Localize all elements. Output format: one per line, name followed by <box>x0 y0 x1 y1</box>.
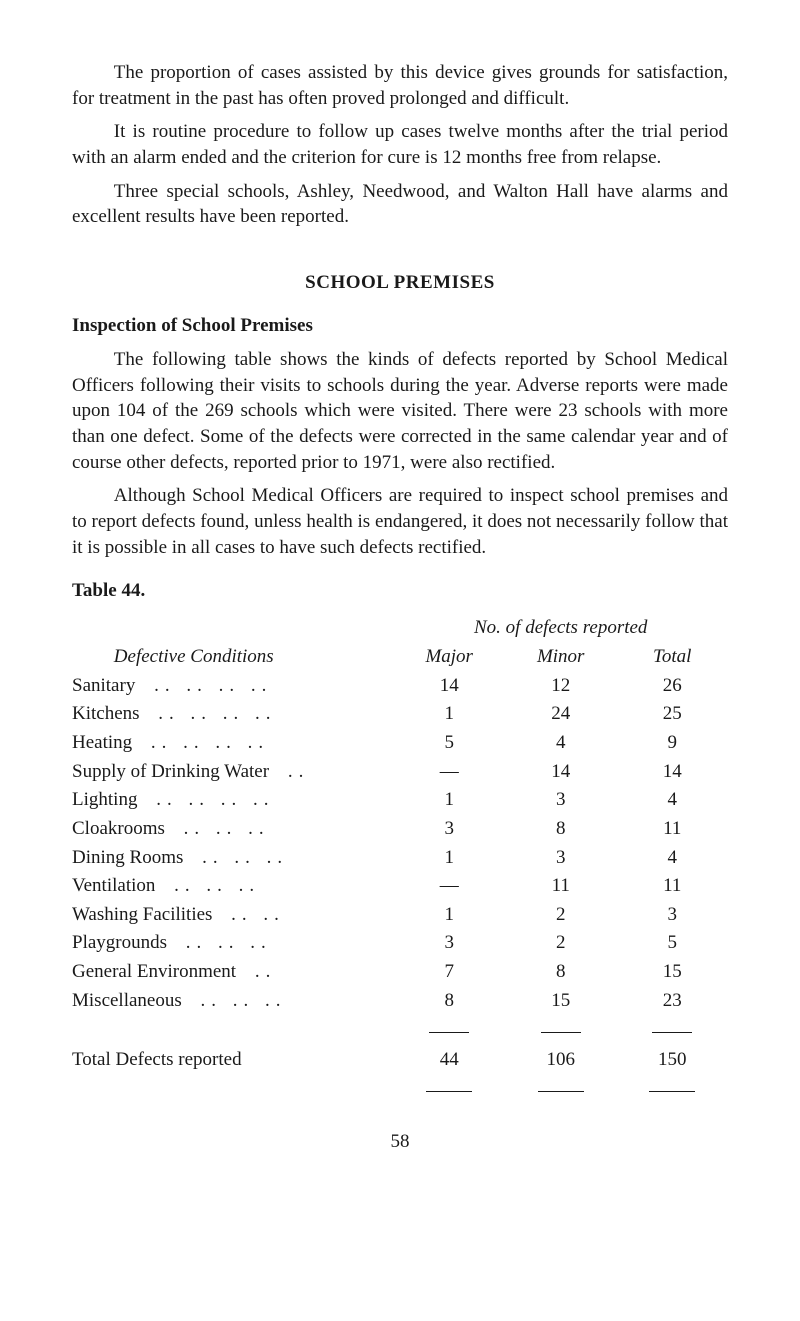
rule-row-bottom <box>72 1074 728 1100</box>
row-major: 3 <box>393 929 505 958</box>
row-total: 9 <box>616 728 728 757</box>
row-major: 14 <box>393 671 505 700</box>
row-total: 3 <box>616 900 728 929</box>
row-minor: 8 <box>505 814 617 843</box>
row-total: 4 <box>616 786 728 815</box>
row-major: — <box>393 872 505 901</box>
row-minor: 4 <box>505 728 617 757</box>
caption-right: No. of defects reported <box>393 614 728 643</box>
row-minor: 15 <box>505 986 617 1015</box>
table-row: Washing Facilities .. ..123 <box>72 900 728 929</box>
paragraph-2: It is routine procedure to follow up cas… <box>72 119 728 170</box>
row-minor: 24 <box>505 700 617 729</box>
paragraph-4: The following table shows the kinds of d… <box>72 347 728 475</box>
row-minor: 3 <box>505 786 617 815</box>
row-major: 1 <box>393 700 505 729</box>
col-major: Major <box>393 643 505 672</box>
row-minor: 11 <box>505 872 617 901</box>
row-minor: 8 <box>505 958 617 987</box>
row-major: 1 <box>393 786 505 815</box>
table-row: Dining Rooms .. .. ..134 <box>72 843 728 872</box>
row-label: Playgrounds .. .. .. <box>72 929 393 958</box>
row-label: Ventilation .. .. .. <box>72 872 393 901</box>
row-total: 25 <box>616 700 728 729</box>
rule-row-top <box>72 1015 728 1041</box>
table-row: Sanitary .. .. .. ..141226 <box>72 671 728 700</box>
table-row: Miscellaneous .. .. ..81523 <box>72 986 728 1015</box>
table-row: Cloakrooms .. .. ..3811 <box>72 814 728 843</box>
row-minor: 2 <box>505 900 617 929</box>
row-major: 7 <box>393 958 505 987</box>
row-label: Cloakrooms .. .. .. <box>72 814 393 843</box>
row-total: 14 <box>616 757 728 786</box>
table-row: Lighting .. .. .. ..134 <box>72 786 728 815</box>
row-total: 11 <box>616 814 728 843</box>
row-label: Sanitary .. .. .. .. <box>72 671 393 700</box>
row-major: 1 <box>393 843 505 872</box>
row-minor: 12 <box>505 671 617 700</box>
row-total: 5 <box>616 929 728 958</box>
total-row: Total Defects reported 44 106 150 <box>72 1041 728 1074</box>
table-row: Kitchens .. .. .. ..12425 <box>72 700 728 729</box>
row-label: Heating .. .. .. .. <box>72 728 393 757</box>
row-major: 8 <box>393 986 505 1015</box>
table-label: Table 44. <box>72 578 728 604</box>
row-label: Kitchens .. .. .. .. <box>72 700 393 729</box>
total-minor: 106 <box>505 1041 617 1074</box>
row-major: 1 <box>393 900 505 929</box>
table-row: General Environment ..7815 <box>72 958 728 987</box>
paragraph-5: Although School Medical Officers are req… <box>72 483 728 560</box>
heading-inspection: Inspection of School Premises <box>72 313 728 339</box>
row-label: Lighting .. .. .. .. <box>72 786 393 815</box>
row-label: General Environment .. <box>72 958 393 987</box>
row-label: Washing Facilities .. .. <box>72 900 393 929</box>
table-header-row-1: No. of defects reported <box>72 614 728 643</box>
table-row: Supply of Drinking Water ..—1414 <box>72 757 728 786</box>
col-conditions: Defective Conditions <box>72 643 393 672</box>
row-total: 23 <box>616 986 728 1015</box>
row-total: 26 <box>616 671 728 700</box>
total-major: 44 <box>393 1041 505 1074</box>
row-label: Miscellaneous .. .. .. <box>72 986 393 1015</box>
row-major: — <box>393 757 505 786</box>
heading-school-premises: SCHOOL PREMISES <box>72 270 728 296</box>
paragraph-3: Three special schools, Ashley, Needwood,… <box>72 179 728 230</box>
table-row: Ventilation .. .. ..—1111 <box>72 872 728 901</box>
total-label: Total Defects reported <box>72 1041 393 1074</box>
paragraph-1: The proportion of cases assisted by this… <box>72 60 728 111</box>
col-minor: Minor <box>505 643 617 672</box>
table-header-row-2: Defective Conditions Major Minor Total <box>72 643 728 672</box>
page-number: 58 <box>72 1129 728 1155</box>
defects-table: No. of defects reported Defective Condit… <box>72 614 728 1099</box>
table-row: Playgrounds .. .. ..325 <box>72 929 728 958</box>
row-major: 5 <box>393 728 505 757</box>
table-row: Heating .. .. .. ..549 <box>72 728 728 757</box>
row-label: Dining Rooms .. .. .. <box>72 843 393 872</box>
row-total: 11 <box>616 872 728 901</box>
row-major: 3 <box>393 814 505 843</box>
total-total: 150 <box>616 1041 728 1074</box>
row-minor: 14 <box>505 757 617 786</box>
row-minor: 3 <box>505 843 617 872</box>
row-label: Supply of Drinking Water .. <box>72 757 393 786</box>
row-total: 15 <box>616 958 728 987</box>
col-total: Total <box>616 643 728 672</box>
row-minor: 2 <box>505 929 617 958</box>
row-total: 4 <box>616 843 728 872</box>
